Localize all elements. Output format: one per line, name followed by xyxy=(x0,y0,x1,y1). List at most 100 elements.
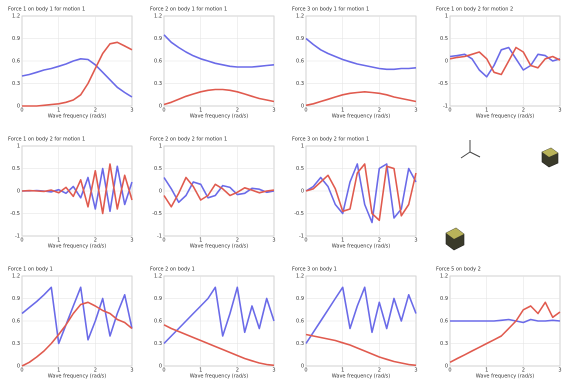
y-tick-label: -1 xyxy=(443,104,448,110)
y-tick-label: 0 xyxy=(301,189,304,195)
chart-title: Force 1 on body 2 for motion 1 xyxy=(8,137,85,143)
y-tick-label: 0.3 xyxy=(12,341,20,347)
x-tick-label: 0 xyxy=(304,108,307,114)
y-tick-label: 0.9 xyxy=(154,296,162,302)
y-tick-label: 0.9 xyxy=(296,296,304,302)
y-tick-label: -0.5 xyxy=(438,81,448,87)
y-tick-label: 0.9 xyxy=(12,36,20,42)
y-tick-label: -0.5 xyxy=(294,211,304,217)
y-tick-label: 0.5 xyxy=(154,166,162,172)
x-axis-label: Wave frequency (rad/s) xyxy=(476,374,535,380)
y-tick-label: -0.5 xyxy=(10,211,20,217)
y-tick-label: -1 xyxy=(157,234,162,240)
y-tick-label: 1 xyxy=(17,144,20,150)
x-tick-label: 0 xyxy=(448,108,451,114)
x-tick-label: 3 xyxy=(130,368,133,374)
x-axis-label: Wave frequency (rad/s) xyxy=(48,244,107,250)
y-tick-label: 1 xyxy=(445,14,448,20)
chart-title: Force 3 on body 2 for motion 1 xyxy=(292,137,369,143)
chart-panel: Force 3 on body 1 for motion 1 0 0.3 0.6 0.9… xyxy=(292,7,418,120)
x-tick-label: 3 xyxy=(130,238,133,244)
x-tick-label: 3 xyxy=(272,108,275,114)
y-tick-label: 0 xyxy=(445,59,448,65)
chart-title: Force 2 on body 1 xyxy=(150,267,195,273)
y-tick-label: 0.9 xyxy=(154,36,162,42)
y-tick-label: 0.6 xyxy=(12,319,20,325)
y-tick-label: 0.5 xyxy=(440,36,448,42)
y-tick-label: 1.2 xyxy=(154,274,162,280)
y-tick-label: 1.2 xyxy=(154,14,162,20)
y-tick-label: 1.2 xyxy=(12,14,20,20)
x-axis-label: Wave frequency (rad/s) xyxy=(190,114,249,120)
y-tick-label: 1.2 xyxy=(12,274,20,280)
chart-panel: Force 2 on body 100.30.60.91.20123Wave f… xyxy=(150,267,276,380)
x-tick-label: 3 xyxy=(272,238,275,244)
axis-triad xyxy=(461,152,470,158)
x-axis-label: Wave frequency (rad/s) xyxy=(332,374,391,380)
y-tick-label: 1.2 xyxy=(296,274,304,280)
chart-title: Force 1 on body 1 for motion 1 xyxy=(8,7,85,13)
chart-panel: Force 3 on body 2 for motion 1-1-0.500.5… xyxy=(292,137,418,250)
chart-title: Force 5 on body 2 xyxy=(436,267,481,273)
x-tick-label: 0 xyxy=(162,238,165,244)
x-tick-label: 0 xyxy=(304,368,307,374)
y-tick-label: 0.6 xyxy=(12,59,20,65)
axis-triad xyxy=(470,152,480,157)
y-tick-label: 0.6 xyxy=(296,59,304,65)
y-tick-label: 0 xyxy=(17,189,20,195)
y-tick-label: 0.5 xyxy=(12,166,20,172)
y-tick-label: 0.6 xyxy=(154,59,162,65)
x-tick-label: 3 xyxy=(414,238,417,244)
x-tick-label: 0 xyxy=(304,238,307,244)
y-tick-label: 0.9 xyxy=(12,296,20,302)
y-tick-label: 0.6 xyxy=(154,319,162,325)
x-tick-label: 0 xyxy=(162,108,165,114)
chart-panel: Force 1 on body 2 for motion 1 -1 -0.5 0 0.5… xyxy=(8,137,134,250)
y-tick-label: 0.6 xyxy=(296,319,304,325)
chart-title: Force 3 on body 1 xyxy=(292,267,337,273)
chart-title: Force 3 on body 1 for motion 1 xyxy=(292,7,369,13)
x-tick-label: 0 xyxy=(20,238,23,244)
x-tick-label: 3 xyxy=(558,108,561,114)
x-tick-label: 0 xyxy=(448,368,451,374)
x-axis-label: Wave frequency (rad/s) xyxy=(476,114,535,120)
screen: Force 1 on body 1 for motion 1 0 0.3 0.6 0.9… xyxy=(0,0,570,385)
x-axis-label: Wave frequency (rad/s) xyxy=(190,374,249,380)
y-tick-label: -1 xyxy=(15,234,20,240)
chart-panel: Force 2 on body 1 for motion 100.30.60.9… xyxy=(150,7,276,120)
y-tick-label: 0.3 xyxy=(296,341,304,347)
chart-title: Force 1 on body 1 xyxy=(8,267,53,273)
y-tick-label: 0.3 xyxy=(12,81,20,87)
y-tick-label: -0.5 xyxy=(152,211,162,217)
y-tick-label: 1.2 xyxy=(440,274,448,280)
y-tick-label: 0 xyxy=(159,189,162,195)
chart-panel: Force 2 on body 2 for motion 1 -1 -0.5 0 0.5… xyxy=(150,137,276,250)
chart-title: Force 1 on body 2 for motion 2 xyxy=(436,7,513,13)
x-axis-label: Wave frequency (rad/s) xyxy=(332,244,391,250)
y-tick-label: 0.6 xyxy=(440,319,448,325)
x-tick-label: 3 xyxy=(414,368,417,374)
x-tick-label: 3 xyxy=(414,108,417,114)
x-axis-label: Wave frequency (rad/s) xyxy=(48,374,107,380)
x-tick-label: 3 xyxy=(130,108,133,114)
y-tick-label: 0.9 xyxy=(440,296,448,302)
x-axis-label: Wave frequency (rad/s) xyxy=(48,114,107,120)
y-tick-label: 0.9 xyxy=(296,36,304,42)
chart-panel: Force 5 on body 200.30.60.91.20123Wave f… xyxy=(436,267,562,380)
x-tick-label: 3 xyxy=(558,368,561,374)
y-tick-label: 0.3 xyxy=(296,81,304,87)
y-tick-label: 1.2 xyxy=(296,14,304,20)
y-tick-label: 0.3 xyxy=(440,341,448,347)
chart-title: Force 2 on body 2 for motion 1 xyxy=(150,137,227,143)
y-tick-label: 0.5 xyxy=(296,166,304,172)
y-tick-label: 0.3 xyxy=(154,81,162,87)
x-tick-label: 0 xyxy=(162,368,165,374)
chart-panel: Force 1 on body 2 for motion 2 -1 -0.5 0 0.5… xyxy=(436,7,562,120)
y-tick-label: 1 xyxy=(159,144,162,150)
y-tick-label: 1 xyxy=(301,144,304,150)
x-tick-label: 3 xyxy=(272,368,275,374)
x-axis-label: Wave frequency (rad/s) xyxy=(190,244,249,250)
y-tick-label: 0.3 xyxy=(154,341,162,347)
